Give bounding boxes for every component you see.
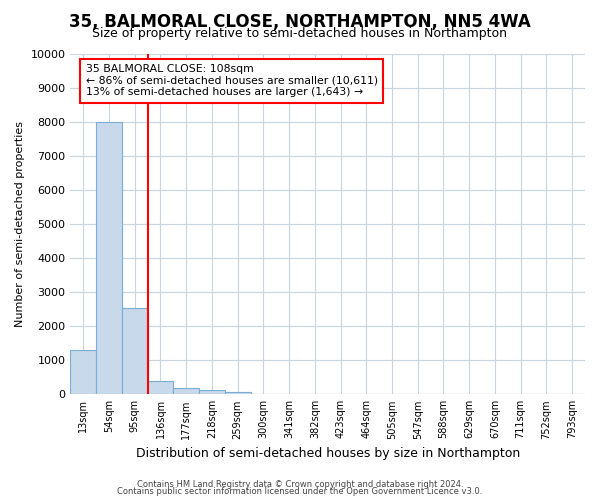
Text: 35, BALMORAL CLOSE, NORTHAMPTON, NN5 4WA: 35, BALMORAL CLOSE, NORTHAMPTON, NN5 4WA bbox=[69, 12, 531, 30]
Text: Contains public sector information licensed under the Open Government Licence v3: Contains public sector information licen… bbox=[118, 487, 482, 496]
X-axis label: Distribution of semi-detached houses by size in Northampton: Distribution of semi-detached houses by … bbox=[136, 447, 520, 460]
Bar bbox=[148, 380, 173, 394]
Text: Size of property relative to semi-detached houses in Northampton: Size of property relative to semi-detach… bbox=[92, 28, 508, 40]
Text: 35 BALMORAL CLOSE: 108sqm
← 86% of semi-detached houses are smaller (10,611)
13%: 35 BALMORAL CLOSE: 108sqm ← 86% of semi-… bbox=[86, 64, 378, 98]
Y-axis label: Number of semi-detached properties: Number of semi-detached properties bbox=[15, 121, 25, 327]
Bar bbox=[122, 308, 148, 394]
Bar bbox=[96, 122, 122, 394]
Text: Contains HM Land Registry data © Crown copyright and database right 2024.: Contains HM Land Registry data © Crown c… bbox=[137, 480, 463, 489]
Bar bbox=[70, 350, 96, 395]
Bar bbox=[225, 392, 251, 394]
Bar bbox=[199, 390, 225, 394]
Bar bbox=[173, 388, 199, 394]
